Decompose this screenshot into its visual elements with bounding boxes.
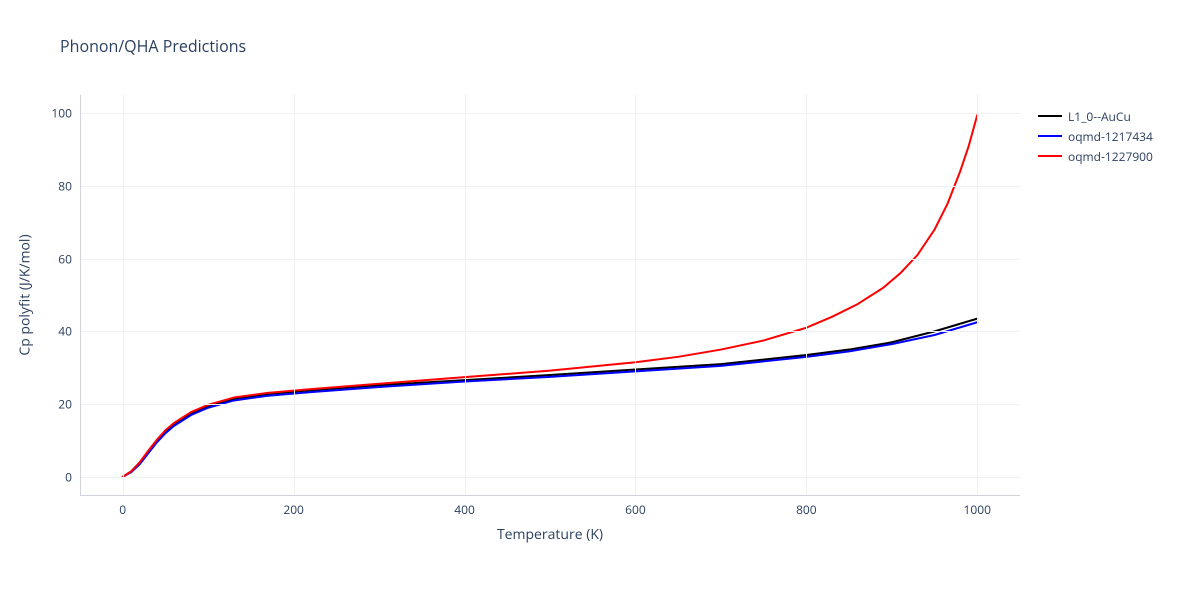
- legend-label: L1_0--AuCu: [1068, 108, 1131, 125]
- y-gridline: [80, 331, 1020, 332]
- series-line[interactable]: [123, 322, 978, 477]
- legend-item[interactable]: oqmd-1227900: [1038, 146, 1153, 166]
- x-tick-label: 0: [119, 501, 126, 518]
- series-svg: [80, 95, 1020, 495]
- x-axis-title: Temperature (K): [497, 525, 603, 544]
- y-tick-label: 60: [58, 250, 72, 267]
- x-tick-label: 800: [796, 501, 817, 518]
- y-gridline: [80, 113, 1020, 114]
- x-gridline: [977, 95, 978, 495]
- legend-label: oqmd-1227900: [1068, 148, 1153, 165]
- chart-container: Phonon/QHA Predictions Cp polyfit (J/K/m…: [0, 0, 1200, 600]
- x-gridline: [294, 95, 295, 495]
- y-axis-title: Cp polyfit (J/K/mol): [16, 234, 35, 355]
- y-gridline: [80, 477, 1020, 478]
- legend-swatch: [1038, 155, 1062, 157]
- legend-swatch: [1038, 135, 1062, 137]
- y-tick-label: 20: [58, 396, 72, 413]
- y-tick-label: 0: [65, 468, 72, 485]
- y-tick-label: 40: [58, 323, 72, 340]
- x-tick-label: 1000: [964, 501, 991, 518]
- x-gridline: [465, 95, 466, 495]
- x-gridline: [635, 95, 636, 495]
- x-tick-label: 400: [454, 501, 475, 518]
- series-line[interactable]: [123, 115, 978, 477]
- y-tick-label: 100: [51, 105, 72, 122]
- plot-area: [80, 95, 1020, 495]
- x-tick-label: 600: [625, 501, 646, 518]
- x-gridline: [123, 95, 124, 495]
- legend-item[interactable]: oqmd-1217434: [1038, 126, 1153, 146]
- legend-label: oqmd-1217434: [1068, 128, 1153, 145]
- y-gridline: [80, 404, 1020, 405]
- y-axis-line: [80, 95, 81, 495]
- y-gridline: [80, 259, 1020, 260]
- x-axis-line: [80, 495, 1020, 496]
- y-tick-label: 80: [58, 177, 72, 194]
- legend-item[interactable]: L1_0--AuCu: [1038, 106, 1153, 126]
- x-gridline: [806, 95, 807, 495]
- chart-title: Phonon/QHA Predictions: [60, 35, 246, 57]
- legend-swatch: [1038, 115, 1062, 117]
- x-tick-label: 200: [283, 501, 304, 518]
- y-gridline: [80, 186, 1020, 187]
- legend: L1_0--AuCu oqmd-1217434 oqmd-1227900: [1038, 106, 1153, 166]
